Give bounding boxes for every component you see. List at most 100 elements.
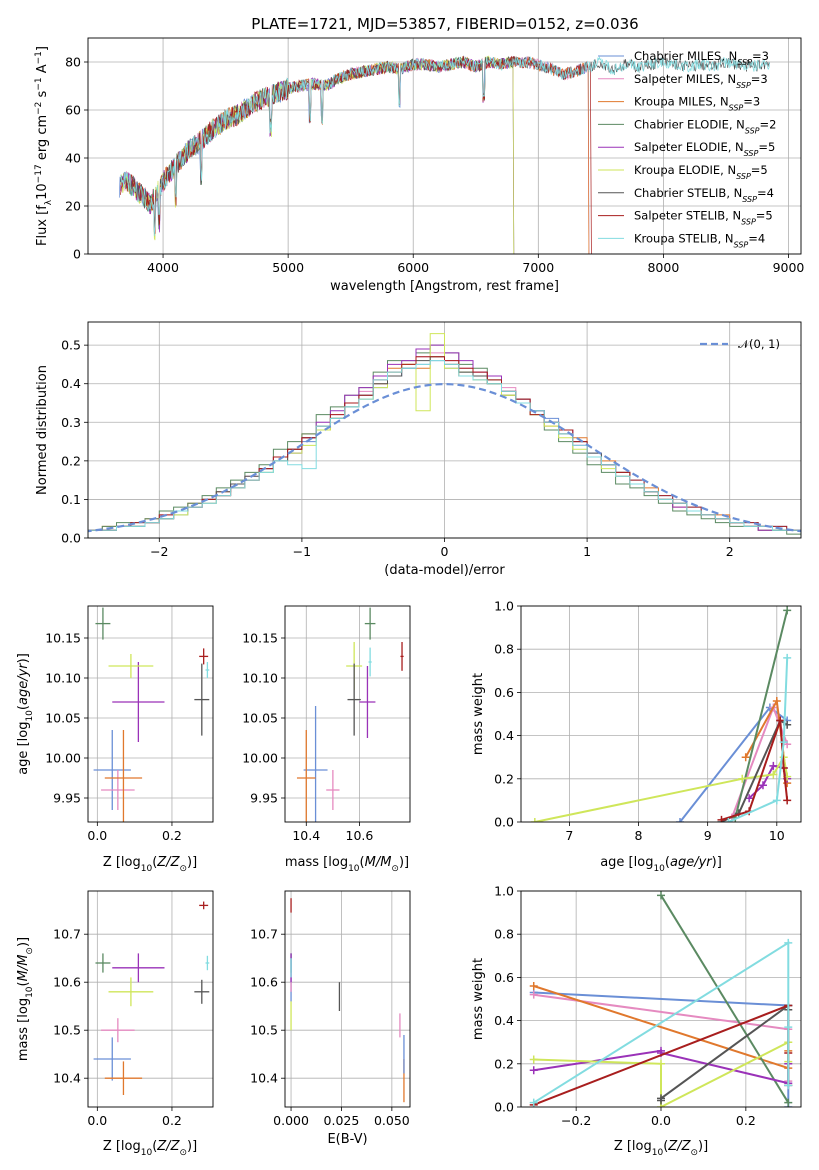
axes-frame — [87, 605, 214, 823]
legend-text: Chabrier ELODIE, N — [634, 117, 745, 131]
age-mass-panel-frame: 10.4 10.6 9.95 10.00 10.05 10.10 10.15 mass [lo… — [242, 605, 411, 874]
label-part: erg cm — [35, 115, 50, 164]
x-tick-label: 0.025 — [324, 1113, 360, 1128]
legend-n: =5 — [758, 140, 775, 154]
weight-age-panel-grid — [521, 605, 801, 823]
errorbar-point — [194, 663, 210, 736]
x-tick-label: 5000 — [272, 260, 304, 275]
legend-label: Salpeter ELODIE, NSSP=5 — [634, 140, 775, 158]
mass-z-panel: 0.0 0.210.410.510.610.7Z [log10(Z/Z⊙)]mas… — [16, 890, 214, 1158]
legend-n: =3 — [743, 95, 760, 109]
weight-series — [660, 894, 790, 1104]
y-tick-label: 0.6 — [494, 685, 514, 700]
residual-panel: −2 −1 0 1 2 0.0 0.1 0.2 0.3 0.4 0.5 (data-model)/er… — [35, 321, 802, 578]
legend-n: =4 — [748, 231, 765, 245]
label-part: Z [log — [103, 1139, 141, 1154]
errorbar-point — [359, 666, 376, 738]
weight-marker — [772, 697, 781, 706]
x-tick-label: 9 — [704, 828, 712, 843]
figure-title: PLATE=1721, MJD=53857, FIBERID=0152, z=0… — [251, 15, 638, 33]
errorbar-point — [303, 706, 328, 822]
legend-n: =2 — [760, 117, 777, 131]
axes-frame — [87, 890, 214, 1108]
y-tick-label: 10.5 — [53, 1023, 81, 1038]
y-axis-label: mass weight — [471, 673, 486, 755]
errorbar-point — [400, 642, 404, 671]
label-part: Z/Z — [156, 1139, 180, 1154]
y-tick-label: 9.95 — [250, 791, 278, 806]
legend-label: Chabrier STELIB, NSSP=4 — [634, 186, 774, 204]
mass-z-panel-grid — [88, 891, 213, 1107]
errorbar-point — [199, 901, 209, 910]
y-tick-label: 0.8 — [494, 642, 514, 657]
label-part: )] — [16, 653, 31, 663]
x-tick-label: 0.0 — [87, 1113, 107, 1128]
mass-ebv-panel: 0.000 0.025 0.050 10.4 10.5 10.6 10.7 E(B-V) — [250, 890, 411, 1147]
x-tick-label: 0.050 — [374, 1113, 410, 1128]
errorbar-point — [93, 1037, 131, 1081]
legend-sub: SSP — [744, 149, 759, 158]
label-part: M/M — [16, 955, 31, 982]
label-part: 10 — [35, 183, 50, 200]
errorbar-point — [194, 979, 210, 1004]
spectrum-series — [120, 56, 771, 237]
errorbar-point — [101, 1018, 135, 1043]
legend-sub: SSP — [741, 217, 756, 226]
errorbar-point — [108, 977, 154, 1007]
weight-marker — [783, 653, 792, 662]
axes-frame — [87, 37, 802, 255]
label-part: Z [log — [614, 1139, 652, 1154]
label-part: Z [log — [103, 855, 141, 870]
errorbar-point — [108, 654, 154, 678]
label-part: ( — [663, 1139, 668, 1154]
label-part: ( — [16, 705, 31, 710]
weight-marker — [758, 781, 767, 790]
weight-marker — [783, 606, 792, 615]
x-axis-label: E(B-V) — [327, 1132, 367, 1147]
x-tick-label: 9000 — [773, 260, 805, 275]
x-axis-label: (data-model)/error — [384, 563, 505, 578]
y-tick-label: 10.4 — [53, 1071, 81, 1086]
label-part: 10 — [25, 710, 35, 722]
weight-marker — [779, 738, 788, 747]
weight-marker — [772, 796, 781, 805]
weight-marker — [657, 891, 665, 900]
y-tick-label: 10.00 — [45, 751, 81, 766]
weight-marker — [529, 982, 538, 991]
errorbar-point — [364, 607, 376, 640]
y-tick-label: 10.15 — [45, 631, 81, 646]
label-part: Z/Z — [156, 855, 180, 870]
weight-marker — [676, 818, 685, 822]
x-axis-label: Z [log10(Z/Z⊙)] — [103, 1139, 197, 1158]
y-tick-label: 10.5 — [250, 1023, 278, 1038]
weight-marker — [741, 753, 750, 762]
normal-curve — [88, 382, 801, 533]
y-tick-label: 0.0 — [494, 815, 514, 830]
weight-marker — [529, 990, 538, 999]
legend-label: Kroupa ELODIE, NSSP=5 — [634, 163, 768, 181]
weight-series — [727, 657, 789, 822]
y-tick-label: 9.95 — [53, 791, 81, 806]
weight-marker — [784, 1023, 793, 1032]
x-tick-label: 7 — [565, 828, 573, 843]
weight-marker — [784, 1081, 793, 1090]
y-tick-label: 0.2 — [61, 453, 81, 468]
label-part: A — [35, 64, 50, 77]
legend-text: Salpeter ELODIE, N — [634, 140, 744, 154]
weight-marker — [657, 1094, 665, 1103]
label-part: 10 — [25, 986, 35, 998]
label-part: ⊙ — [391, 864, 399, 874]
label-part: λ — [44, 199, 54, 205]
label-part: ⊙ — [25, 947, 35, 955]
y-tick-label: 40 — [65, 151, 81, 166]
label-part: −2 — [34, 102, 44, 115]
weight-marker — [529, 1066, 538, 1075]
errorbar-point — [104, 1061, 143, 1095]
legend-n: =3 — [752, 49, 769, 63]
label-part: 10 — [348, 864, 360, 874]
errorbar-point — [112, 662, 165, 742]
y-tick-label: 1.0 — [494, 599, 514, 614]
residual-legend: 𝒩(0, 1) — [700, 337, 780, 351]
x-tick-label: 10.4 — [292, 828, 320, 843]
legend-label: 𝒩(0, 1) — [738, 337, 780, 351]
